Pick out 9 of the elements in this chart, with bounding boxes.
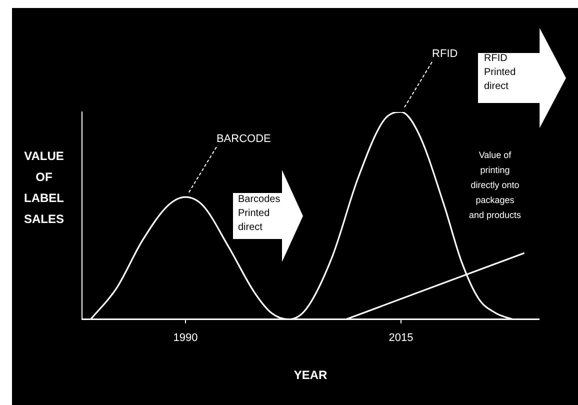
annotation: Barcodes Printed direct bbox=[238, 193, 282, 235]
annotation: Value of printing directly onto packages and products bbox=[468, 149, 522, 222]
x-tick-label: 1990 bbox=[173, 332, 198, 344]
x-axis-title: YEAR bbox=[294, 368, 328, 382]
y-axis-title: VALUE OF LABEL SALES bbox=[22, 148, 65, 228]
x-tick-label: 2015 bbox=[388, 332, 414, 344]
annotation: RFID bbox=[432, 48, 458, 60]
annotation: BARCODE bbox=[216, 133, 271, 146]
text: RFID Printed direct bbox=[484, 52, 517, 94]
